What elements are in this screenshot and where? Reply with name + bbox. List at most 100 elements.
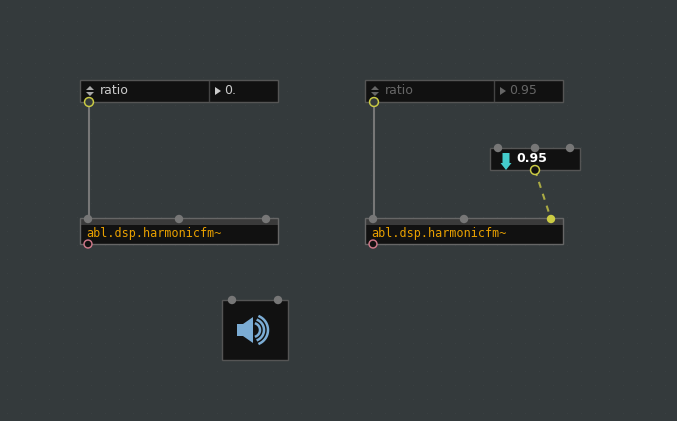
- Point: [156, 101, 167, 108]
- Point: [141, 186, 152, 192]
- Point: [183, 88, 194, 94]
- Point: [114, 130, 125, 136]
- Point: [450, 74, 460, 80]
- Point: [169, 74, 180, 80]
- Point: [100, 381, 110, 388]
- Point: [254, 312, 265, 318]
- Point: [351, 284, 362, 290]
- Point: [548, 88, 559, 94]
- Point: [408, 101, 418, 108]
- Point: [351, 269, 362, 276]
- Point: [477, 312, 488, 318]
- Point: [338, 45, 349, 52]
- Point: [240, 256, 250, 262]
- Point: [519, 200, 530, 206]
- Point: [309, 269, 320, 276]
- Point: [85, 368, 96, 374]
- Point: [212, 186, 223, 192]
- Point: [254, 74, 265, 80]
- Point: [58, 45, 68, 52]
- Point: [100, 18, 110, 24]
- Point: [72, 354, 83, 360]
- Point: [617, 325, 628, 332]
- Point: [267, 4, 278, 11]
- Point: [366, 74, 376, 80]
- Point: [492, 186, 502, 192]
- Point: [141, 340, 152, 346]
- Point: [492, 60, 502, 67]
- Point: [198, 340, 209, 346]
- Point: [212, 213, 223, 220]
- Point: [338, 186, 349, 192]
- Point: [435, 396, 446, 402]
- Point: [156, 172, 167, 179]
- Point: [254, 284, 265, 290]
- Point: [393, 18, 404, 24]
- Point: [127, 340, 138, 346]
- Point: [114, 396, 125, 402]
- Point: [450, 381, 460, 388]
- Point: [43, 130, 54, 136]
- Point: [114, 4, 125, 11]
- Point: [267, 45, 278, 52]
- Point: [393, 200, 404, 206]
- Point: [590, 213, 600, 220]
- Point: [309, 396, 320, 402]
- Bar: [490, 148, 580, 170]
- Point: [450, 213, 460, 220]
- Point: [492, 312, 502, 318]
- Point: [351, 242, 362, 248]
- Point: [464, 325, 475, 332]
- Point: [1, 157, 12, 164]
- Point: [477, 186, 488, 192]
- Circle shape: [229, 296, 236, 304]
- Point: [366, 410, 376, 416]
- Circle shape: [531, 165, 540, 174]
- Point: [100, 340, 110, 346]
- Point: [617, 340, 628, 346]
- Point: [225, 269, 236, 276]
- Point: [30, 410, 41, 416]
- Text: abl.dsp.harmonicfm~: abl.dsp.harmonicfm~: [371, 226, 506, 240]
- Point: [225, 340, 236, 346]
- Point: [100, 101, 110, 108]
- Point: [492, 130, 502, 136]
- Point: [183, 18, 194, 24]
- Point: [254, 32, 265, 38]
- Point: [562, 298, 573, 304]
- Point: [30, 18, 41, 24]
- Point: [380, 410, 391, 416]
- Point: [338, 144, 349, 150]
- Point: [72, 4, 83, 11]
- Point: [58, 256, 68, 262]
- Point: [169, 45, 180, 52]
- Point: [590, 130, 600, 136]
- Point: [422, 200, 433, 206]
- Point: [114, 298, 125, 304]
- Point: [85, 101, 96, 108]
- Point: [267, 186, 278, 192]
- Point: [464, 157, 475, 164]
- Point: [646, 172, 657, 179]
- Point: [309, 130, 320, 136]
- Point: [575, 354, 586, 360]
- Point: [282, 410, 292, 416]
- Point: [408, 213, 418, 220]
- Point: [351, 381, 362, 388]
- Point: [324, 284, 334, 290]
- Point: [100, 32, 110, 38]
- Point: [548, 242, 559, 248]
- Point: [114, 340, 125, 346]
- Point: [72, 284, 83, 290]
- Point: [366, 18, 376, 24]
- Point: [183, 200, 194, 206]
- Point: [604, 130, 615, 136]
- Point: [100, 396, 110, 402]
- Point: [393, 354, 404, 360]
- Point: [114, 381, 125, 388]
- Point: [114, 410, 125, 416]
- Point: [604, 101, 615, 108]
- Point: [646, 242, 657, 248]
- Point: [575, 256, 586, 262]
- Point: [408, 172, 418, 179]
